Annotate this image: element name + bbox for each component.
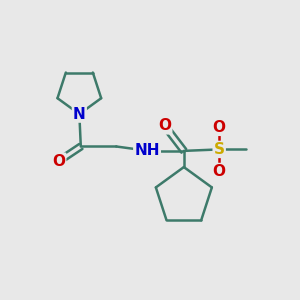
Text: O: O — [158, 118, 171, 134]
Text: S: S — [214, 142, 225, 157]
Text: O: O — [213, 164, 226, 179]
Text: O: O — [213, 120, 226, 135]
Text: O: O — [52, 154, 65, 169]
Text: N: N — [73, 106, 86, 122]
Text: NH: NH — [134, 143, 160, 158]
